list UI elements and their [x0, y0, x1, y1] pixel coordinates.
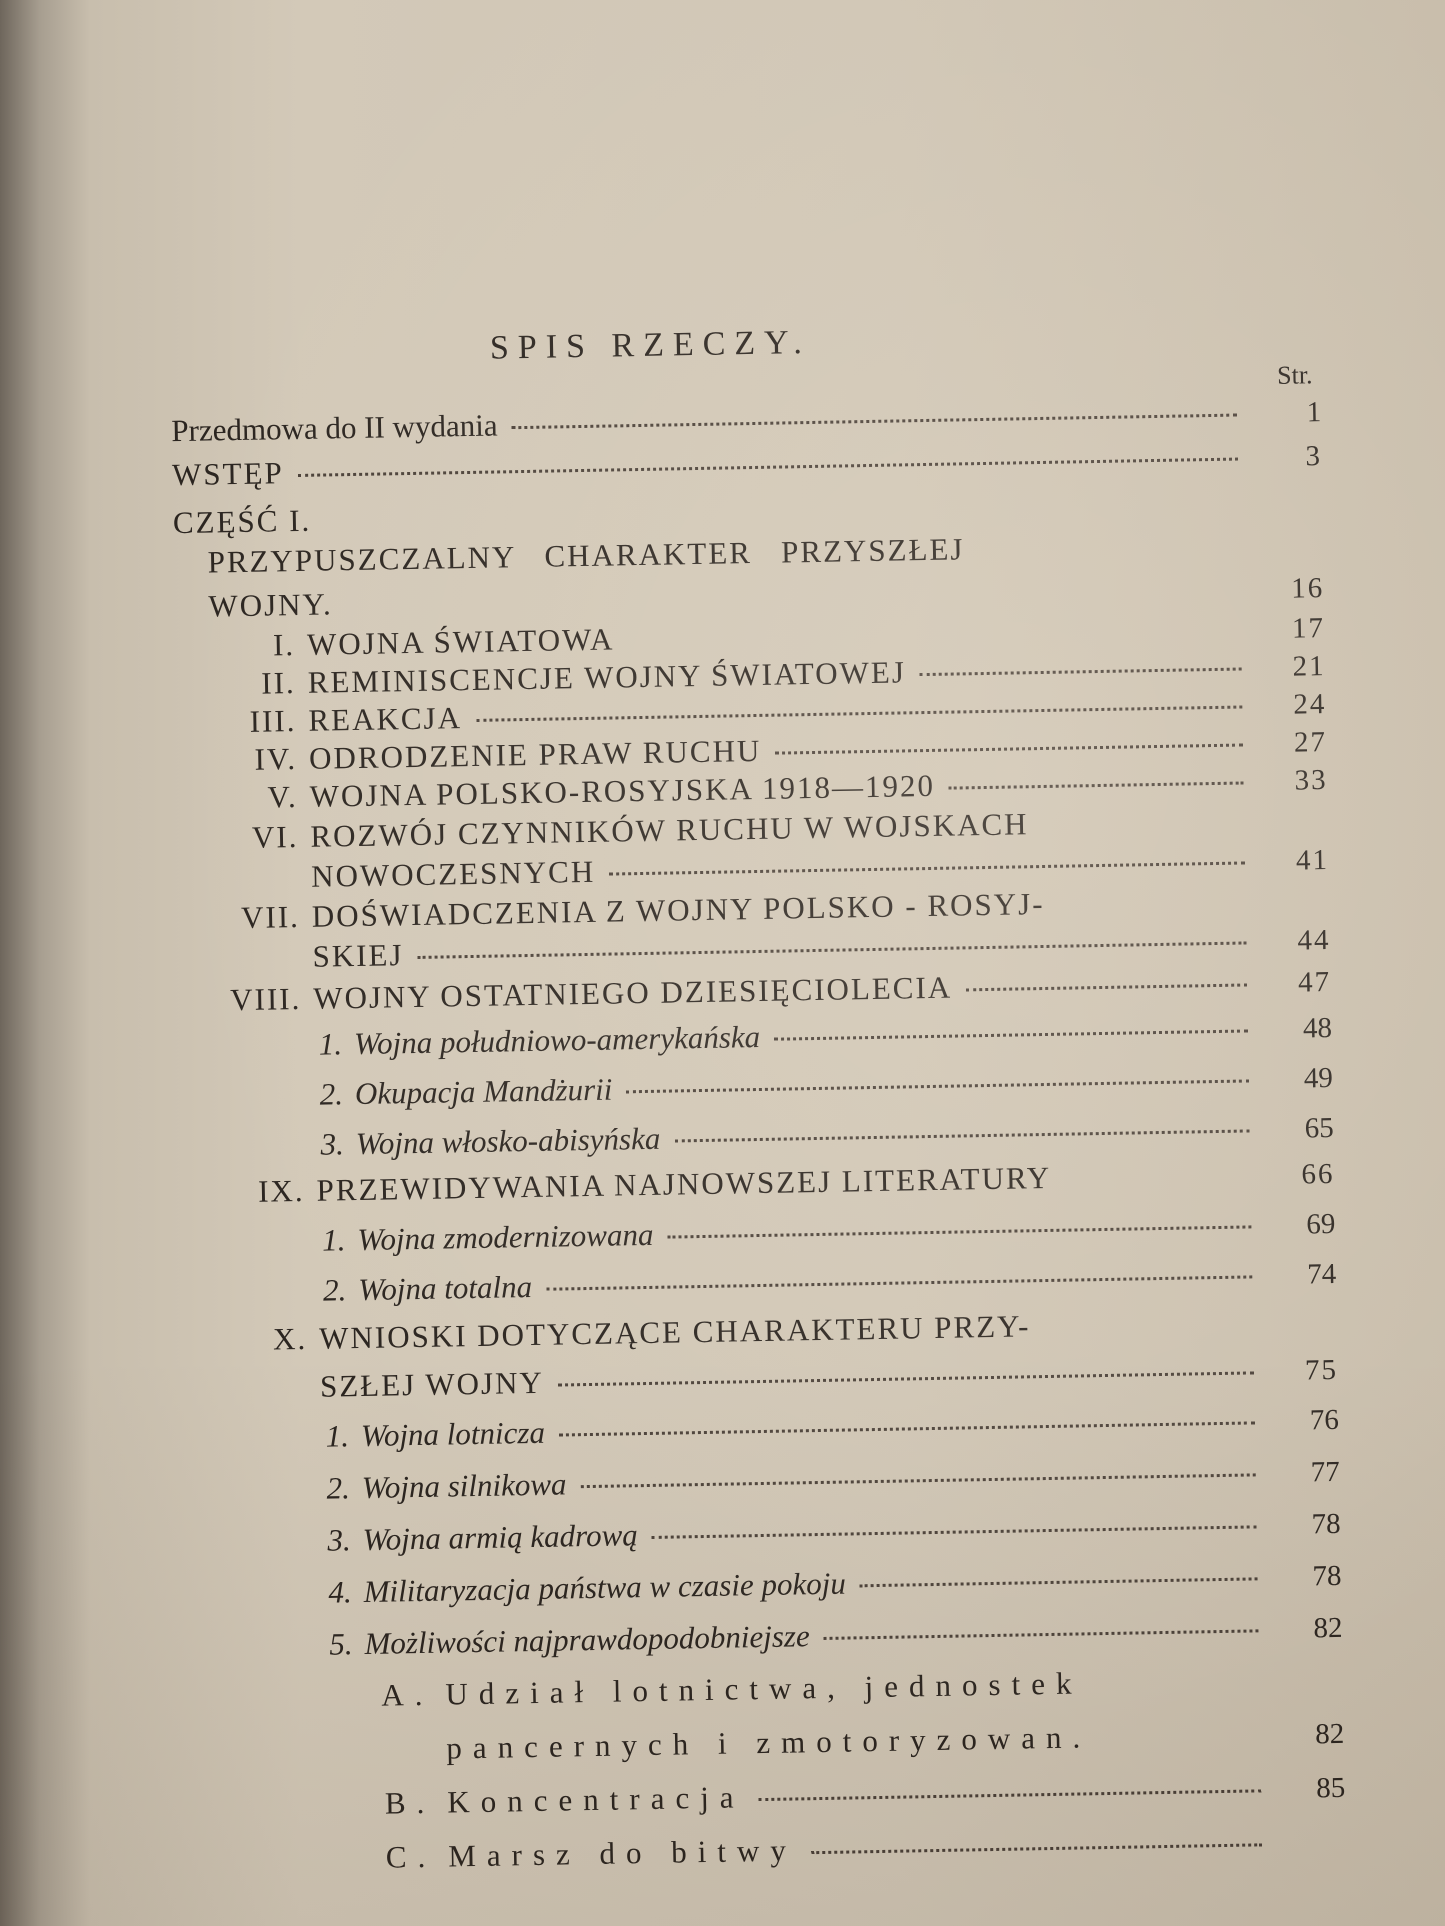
- entry-title-cont: SZŁEJ WOJNY: [319, 1364, 545, 1404]
- entry-number: 3.: [327, 1522, 352, 1558]
- leader-dots: [966, 983, 1248, 992]
- entry-number: X.: [272, 1320, 308, 1357]
- entry-title: Przedmowa do II wydania: [171, 407, 498, 449]
- leader-dots: [774, 1029, 1249, 1041]
- entry-number: 4.: [328, 1574, 352, 1610]
- leader-dots: [651, 1525, 1257, 1539]
- entry-title: Możliwości najprawdopodobniejsze: [364, 1618, 810, 1661]
- page-number: 77: [1310, 1455, 1340, 1489]
- entry-number: 1.: [318, 1026, 343, 1062]
- spacer: [1091, 1744, 1274, 1747]
- entry-title: Wojna zmodernizowana: [357, 1216, 654, 1258]
- leader-dots: [823, 1629, 1259, 1640]
- part-title-cont: WOJNY.: [208, 586, 333, 624]
- leader-dots: [297, 457, 1239, 477]
- page-number: 78: [1312, 1559, 1342, 1593]
- page-number: 3: [1305, 440, 1323, 473]
- entry-title: ODRODZENIE PRAW RUCHU: [308, 732, 762, 776]
- leader-dots: [475, 705, 1243, 722]
- leader-dots: [667, 1225, 1252, 1239]
- entry-number: VI.: [251, 818, 299, 855]
- entry-number: I.: [272, 627, 296, 663]
- page-number: 44: [1297, 924, 1331, 957]
- entry-title: REAKCJA: [308, 700, 463, 738]
- leader-dots: [758, 1789, 1262, 1802]
- page-number-empty: [1276, 1851, 1346, 1852]
- page-number: 66: [1301, 1157, 1335, 1191]
- leader-dots: [580, 1473, 1256, 1489]
- entry-title: Wojna silnikowa: [361, 1466, 567, 1505]
- page-number: 65: [1304, 1111, 1334, 1145]
- entry-title: Wojna lotnicza: [360, 1414, 546, 1453]
- page-number: 85: [1315, 1771, 1346, 1805]
- page-number: 82: [1314, 1717, 1345, 1751]
- page-number: 74: [1306, 1257, 1337, 1291]
- entry-number: IX.: [257, 1172, 305, 1209]
- entry-title: Wojna totalna: [358, 1268, 533, 1308]
- leader-dots: [919, 667, 1242, 677]
- entry-number: VII.: [240, 898, 301, 936]
- entry-number: A.: [380, 1676, 434, 1713]
- entry-title-cont: NOWOCZESNYCH: [310, 853, 596, 894]
- leader-dots: [674, 1129, 1250, 1143]
- entry-number: 5.: [328, 1626, 353, 1662]
- entry-title: Militaryzacja państwa w czasie pokoju: [363, 1565, 847, 1609]
- leader-dots: [546, 1275, 1253, 1291]
- entry-number: IV.: [254, 741, 298, 777]
- page-number: 78: [1311, 1507, 1341, 1541]
- entry-title: WSTĘP: [171, 455, 285, 493]
- entry-number: II.: [261, 665, 297, 701]
- page-number: 76: [1309, 1403, 1340, 1437]
- entry-number: III.: [249, 703, 297, 739]
- leader-dots: [626, 1079, 1249, 1094]
- entry-title: Okupacja Mandżurii: [354, 1071, 613, 1112]
- page-number: 47: [1297, 965, 1332, 999]
- entry-title: WOJNA ŚWIATOWA: [306, 621, 615, 662]
- page-number: 33: [1294, 764, 1328, 797]
- page-number: 69: [1306, 1207, 1336, 1241]
- entry-number: 1.: [325, 1418, 350, 1454]
- entry-number: 2.: [319, 1076, 344, 1112]
- page-number: 27: [1293, 726, 1328, 759]
- leader-dots: [775, 743, 1244, 755]
- spacer: [1051, 1184, 1264, 1188]
- page-number: 41: [1295, 844, 1330, 877]
- entry-title-cont: SKIEJ: [312, 937, 404, 974]
- entry-title: Marsz do bitwy: [447, 1832, 798, 1874]
- page-number: 1: [1306, 396, 1322, 429]
- entry-title: Koncentracja: [447, 1779, 745, 1820]
- page-number: 21: [1292, 650, 1326, 683]
- entry-number: 2.: [326, 1470, 351, 1506]
- entry-number: 1.: [321, 1222, 346, 1258]
- entry-title: Wojna południowo-amerykańska: [353, 1018, 761, 1062]
- entry-title: Wojna armią kadrową: [362, 1517, 639, 1557]
- page-number: 75: [1304, 1353, 1339, 1387]
- page-number: 48: [1302, 1011, 1333, 1045]
- page-number: 24: [1293, 688, 1327, 721]
- leader-dots: [557, 1371, 1254, 1387]
- page-number: 17: [1291, 612, 1326, 645]
- entry-number: 2.: [322, 1272, 347, 1308]
- entry-number: V.: [267, 779, 299, 815]
- entry-number: VIII.: [229, 980, 302, 1018]
- leader-dots: [859, 1577, 1258, 1588]
- page-number: 49: [1303, 1061, 1334, 1095]
- book-page: SPIS RZECZY. Str. Przedmowa do II wydani…: [0, 311, 1347, 1900]
- entry-number: C.: [385, 1838, 437, 1875]
- page-number: 16: [1290, 572, 1325, 605]
- part-label: CZĘŚĆ I.: [172, 502, 312, 541]
- page-number: 82: [1313, 1611, 1343, 1645]
- spacer: [615, 638, 1256, 649]
- entry-number: 3.: [320, 1126, 345, 1162]
- leader-dots: [948, 781, 1244, 790]
- entry-number: B.: [384, 1784, 436, 1821]
- leader-dots: [558, 1421, 1255, 1437]
- leader-dots: [511, 413, 1238, 430]
- leader-dots: [417, 941, 1247, 959]
- entry-title: Wojna włosko-abisyńska: [355, 1120, 661, 1162]
- leader-dots: [609, 861, 1246, 876]
- leader-dots: [810, 1843, 1263, 1855]
